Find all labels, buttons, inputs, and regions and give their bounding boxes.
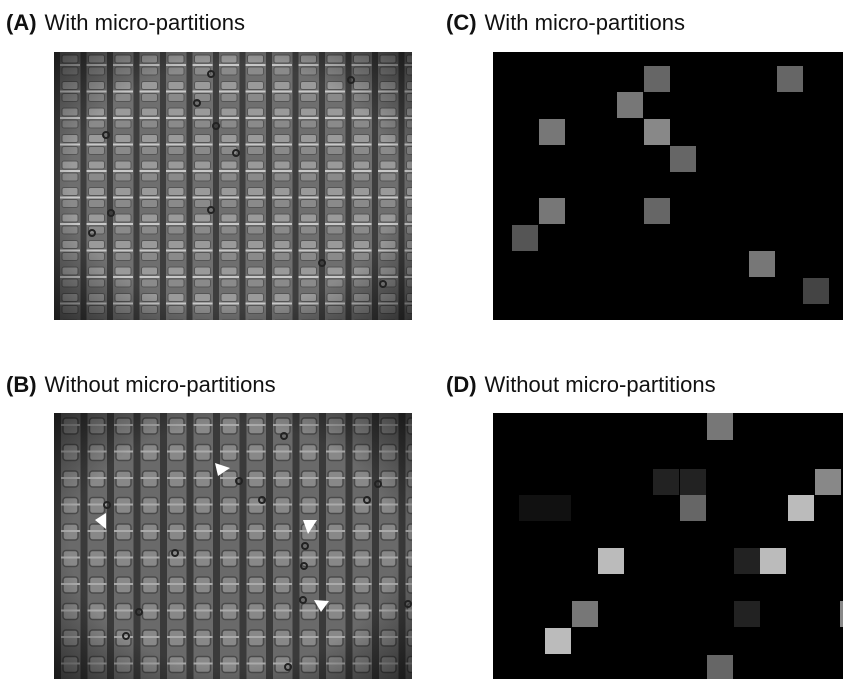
images: [0, 0, 843, 679]
figure: (A)With micro-partitions (B)Without micr…: [0, 0, 843, 679]
fluorescence-d: [493, 413, 843, 679]
fluorescence-c: [493, 52, 843, 320]
micrograph-b: [54, 413, 412, 679]
micrograph-a: [54, 52, 412, 320]
